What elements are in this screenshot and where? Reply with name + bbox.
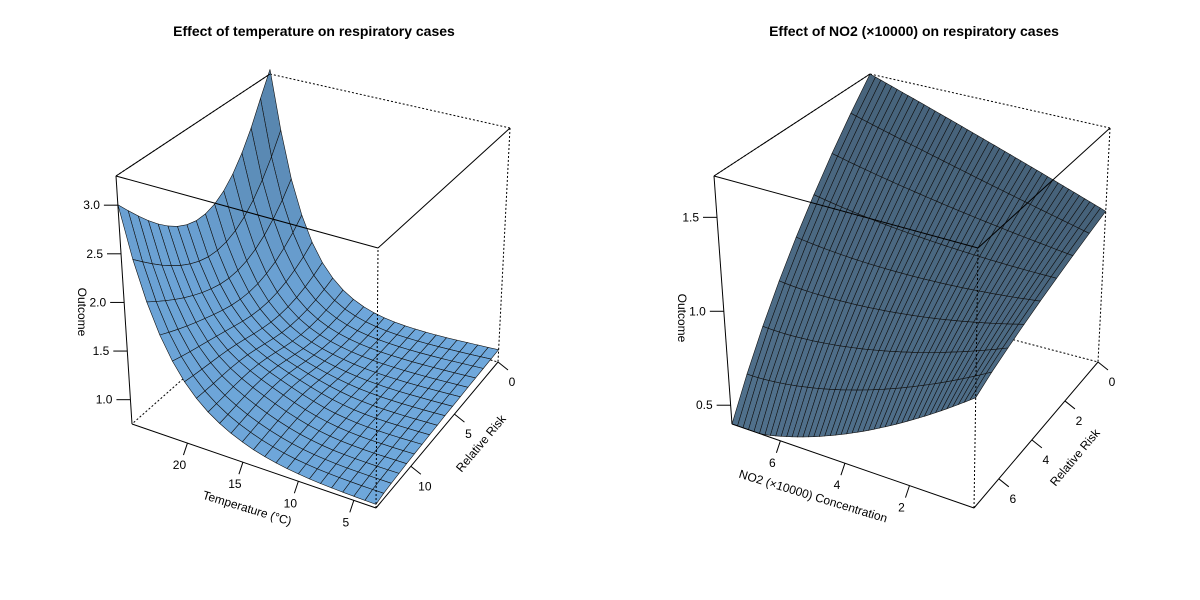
z-tick-label: 2.0 xyxy=(89,295,106,309)
box-front-vertical xyxy=(375,247,379,509)
surface-facet xyxy=(969,371,993,401)
box-front-edge xyxy=(115,73,271,177)
box-front-edge xyxy=(713,175,979,249)
chart-title: Effect of temperature on respiratory cas… xyxy=(173,23,455,39)
x-tick-label: 10 xyxy=(284,496,298,510)
z-tick-label: 1.5 xyxy=(682,210,699,224)
x-tick-label: 20 xyxy=(173,458,187,472)
y-tick-mark xyxy=(497,361,509,371)
x-tick-mark xyxy=(775,440,781,453)
box-front-edge xyxy=(115,175,379,249)
y-tick-mark xyxy=(1064,400,1076,410)
x-axis-label: NO2 (×10000) Concentration xyxy=(737,467,889,526)
box-front-edge xyxy=(377,127,511,249)
box-front-edge xyxy=(731,423,975,509)
z-tick-label: 3.0 xyxy=(83,198,100,212)
y-tick-mark xyxy=(998,478,1010,488)
y-axis-label: Relative Risk xyxy=(1047,425,1103,488)
z-tick-label: 2.5 xyxy=(86,247,103,261)
y-tick-label: 6 xyxy=(1009,492,1016,506)
x-tick-mark xyxy=(238,462,244,475)
z-tick-label: 0.5 xyxy=(696,398,713,412)
y-tick-label: 0 xyxy=(509,375,516,389)
z-axis-label: Outcome xyxy=(675,294,689,343)
x-tick-mark xyxy=(840,463,846,476)
y-tick-label: 4 xyxy=(1043,453,1050,467)
y-tick-mark xyxy=(454,413,465,423)
y-axis-label: Relative Risk xyxy=(453,411,509,474)
x-tick-label: 2 xyxy=(898,501,905,515)
y-tick-label: 10 xyxy=(418,479,432,493)
y-tick-label: 2 xyxy=(1076,414,1083,428)
box-back-edge xyxy=(269,73,511,129)
x-tick-label: 6 xyxy=(769,456,776,470)
y-tick-mark xyxy=(410,465,422,475)
z-tick-label: 1.0 xyxy=(96,393,113,407)
x-tick-mark xyxy=(349,500,355,513)
x-tick-label: 4 xyxy=(834,478,841,492)
y-tick-mark xyxy=(1031,439,1043,449)
chart-title: Effect of NO2 (×10000) on respiratory ca… xyxy=(769,23,1059,39)
surface-facet xyxy=(364,489,385,505)
x-tick-label: 5 xyxy=(342,515,349,529)
x-tick-mark xyxy=(182,442,188,456)
box-front-edge xyxy=(713,175,733,425)
x-tick-label: 15 xyxy=(228,477,242,491)
y-tick-mark xyxy=(1097,361,1109,371)
box-back-edge xyxy=(869,73,1111,129)
box-back-edge xyxy=(497,127,511,363)
temperature-surface-chart: Effect of temperature on respiratory cas… xyxy=(75,23,516,529)
y-tick-label: 0 xyxy=(1109,375,1116,389)
no2-surface-chart: Effect of NO2 (×10000) on respiratory ca… xyxy=(675,23,1116,526)
box-front-edge xyxy=(375,361,499,509)
x-axis-label: Temperature (°C) xyxy=(201,488,293,528)
z-axis-label: Outcome xyxy=(75,288,89,337)
box-front-edge xyxy=(973,361,1099,509)
box-front-edge xyxy=(131,423,377,509)
z-tick-label: 1.5 xyxy=(93,344,110,358)
y-tick-label: 5 xyxy=(465,427,472,441)
box-front-edge xyxy=(977,127,1111,249)
box-front-vertical xyxy=(973,247,979,509)
box-front-edge xyxy=(115,175,133,425)
x-tick-mark xyxy=(904,485,910,498)
box-front-edge xyxy=(713,73,871,177)
z-tick-label: 1.0 xyxy=(689,304,706,318)
x-tick-mark xyxy=(293,481,299,494)
box-back-edge xyxy=(1097,127,1111,363)
no2-surface-panel: Effect of NO2 (×10000) on respiratory ca… xyxy=(600,0,1200,600)
temperature-surface-panel: Effect of temperature on respiratory cas… xyxy=(75,23,516,529)
